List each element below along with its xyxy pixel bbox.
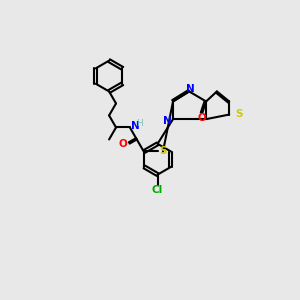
Text: N: N	[163, 116, 172, 126]
Text: O: O	[118, 140, 127, 149]
Text: N: N	[131, 121, 140, 131]
Text: S: S	[236, 109, 243, 119]
Text: O: O	[197, 113, 206, 123]
Text: Cl: Cl	[152, 185, 163, 195]
Text: N: N	[186, 84, 194, 94]
Text: H: H	[136, 119, 143, 128]
Text: S: S	[159, 146, 166, 157]
